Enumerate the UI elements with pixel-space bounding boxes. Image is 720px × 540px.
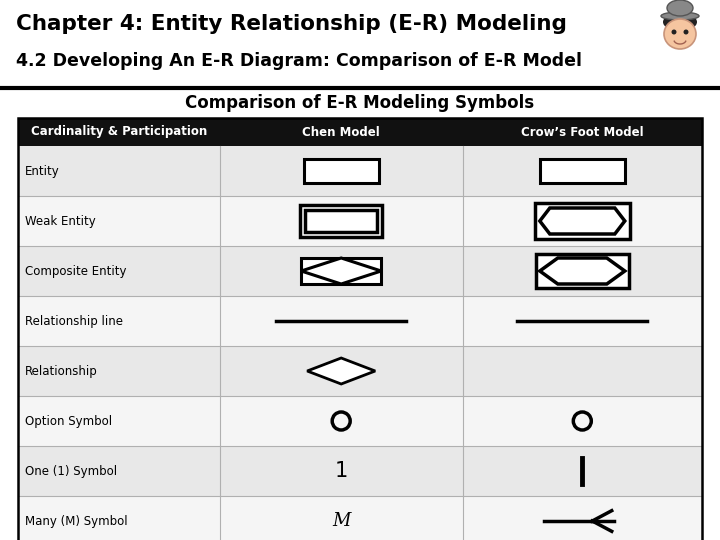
Circle shape [672,30,677,35]
Text: Cardinality & Participation: Cardinality & Participation [31,125,207,138]
Circle shape [683,30,688,35]
Text: Chapter 4: Entity Relationship (E-R) Modeling: Chapter 4: Entity Relationship (E-R) Mod… [16,14,567,34]
Bar [300,205,382,237]
Bar [18,196,702,246]
Polygon shape [540,208,625,234]
Bar [18,446,702,496]
Bar [540,159,625,183]
Ellipse shape [661,12,699,20]
Bar [304,159,379,183]
Bar [463,118,702,146]
Text: Entity: Entity [25,165,60,178]
Polygon shape [540,258,625,284]
Text: Weak Entity: Weak Entity [25,214,96,227]
Text: 1: 1 [335,461,348,481]
Text: Comparison of E-R Modeling Symbols: Comparison of E-R Modeling Symbols [186,94,534,112]
Bar [305,210,377,232]
Bar [0,0,720,88]
Bar [220,118,463,146]
Text: Chen Model: Chen Model [302,125,380,138]
Polygon shape [307,358,375,384]
Bar [18,396,702,446]
Polygon shape [301,258,381,284]
Bar [18,118,220,146]
Text: Relationship line: Relationship line [25,314,123,327]
Text: 4.2 Developing An E-R Diagram: Comparison of E-R Model: 4.2 Developing An E-R Diagram: Compariso… [16,52,582,70]
Text: M: M [332,512,351,530]
Ellipse shape [663,13,697,31]
Text: Crow’s Foot Model: Crow’s Foot Model [521,125,644,138]
Ellipse shape [667,0,693,16]
Text: Option Symbol: Option Symbol [25,415,112,428]
Bar [18,496,702,540]
Text: One (1) Symbol: One (1) Symbol [25,464,117,477]
Bar [18,246,702,296]
Ellipse shape [664,19,696,49]
Text: Relationship: Relationship [25,364,98,377]
Bar [18,346,702,396]
Circle shape [332,412,350,430]
Bar [18,296,702,346]
Text: Composite Entity: Composite Entity [25,265,127,278]
Bar [18,146,702,196]
Bar [535,203,630,239]
Bar [18,118,702,540]
Text: Many (M) Symbol: Many (M) Symbol [25,515,127,528]
Bar [301,258,381,284]
Circle shape [573,412,591,430]
Bar [536,254,629,288]
